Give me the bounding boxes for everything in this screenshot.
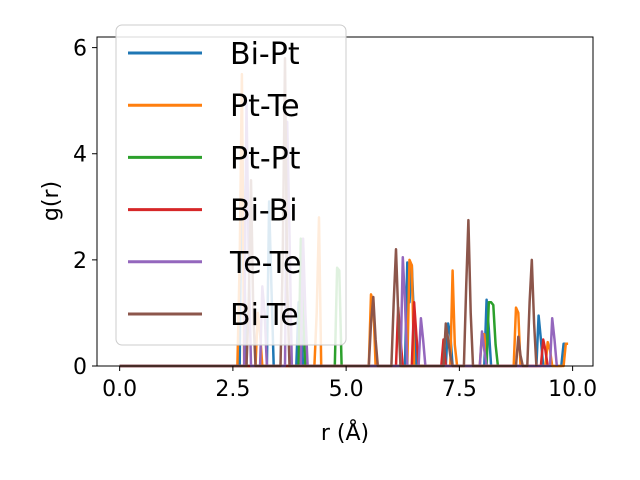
x-tick-label: 5.0 bbox=[329, 377, 364, 402]
legend-label: Te-Te bbox=[229, 246, 301, 281]
x-tick-label: 0.0 bbox=[102, 377, 137, 402]
legend-label: Bi-Pt bbox=[230, 37, 300, 72]
legend-label: Pt-Te bbox=[230, 89, 300, 124]
y-tick-label: 0 bbox=[73, 355, 87, 380]
y-axis-label: g(r) bbox=[39, 181, 64, 221]
y-tick-label: 6 bbox=[73, 37, 87, 62]
legend: Bi-Pt Pt-Te Pt-Pt Bi-Bi Te-Te Bi-Te bbox=[115, 24, 347, 346]
x-axis: 0.0 2.5 5.0 7.5 10.0 bbox=[102, 366, 597, 402]
x-tick-label: 7.5 bbox=[442, 377, 477, 402]
x-tick-label: 2.5 bbox=[215, 377, 250, 402]
y-axis: 0 2 4 6 bbox=[73, 37, 97, 380]
x-tick-label: 10.0 bbox=[548, 377, 597, 402]
legend-label: Bi-Bi bbox=[230, 194, 298, 229]
legend-label: Pt-Pt bbox=[230, 141, 301, 176]
x-axis-label: r (Å) bbox=[321, 419, 369, 446]
y-tick-label: 2 bbox=[73, 249, 87, 274]
legend-label: Bi-Te bbox=[230, 298, 299, 333]
legend-box bbox=[115, 24, 347, 346]
y-tick-label: 4 bbox=[73, 143, 87, 168]
